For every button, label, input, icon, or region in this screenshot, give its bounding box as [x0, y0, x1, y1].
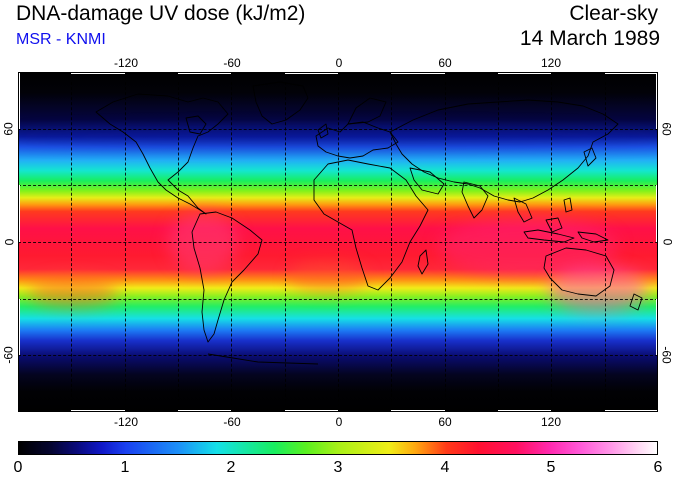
- coastline-uk: [317, 123, 329, 139]
- coastline-south-america: [191, 211, 263, 343]
- lon-label-bottom-0: 0: [335, 415, 343, 429]
- lon-label-bottom-120w: -120: [113, 415, 139, 429]
- source-label: MSR - KNMI: [16, 31, 106, 48]
- date-label: 14 March 1989: [519, 27, 660, 50]
- frame-tick-bottom-2: [178, 410, 231, 412]
- coastline-scandinavia: [347, 97, 387, 125]
- coastline-australia: [543, 247, 615, 297]
- lat-label-left-60s: -60: [1, 346, 16, 364]
- lon-label-top-60e: 60: [438, 56, 452, 70]
- frame-tick-top-3: [285, 72, 338, 74]
- colorbar-tick-2: 2: [226, 459, 236, 476]
- coastline-asia: [389, 99, 619, 203]
- lon-label-top-120e: 120: [540, 56, 562, 70]
- coastline-africa: [313, 159, 429, 291]
- frame-tick-left-1: [18, 72, 20, 129]
- frame-tick-right-3: [656, 299, 658, 355]
- frame-tick-right-1: [656, 72, 658, 129]
- coastline-greenland: [252, 81, 309, 125]
- parallel-line-60s: [18, 355, 658, 356]
- frame-tick-bottom-3: [285, 410, 338, 412]
- frame-tick-left-3: [18, 299, 20, 355]
- lat-label-right-equator: 0: [660, 238, 675, 246]
- dose-patch-east-pacific: [28, 277, 118, 307]
- coastline-philippines: [563, 197, 573, 213]
- parallel-line-equator: [18, 242, 658, 243]
- colorbar-tick-0: 0: [13, 459, 23, 476]
- parallel-line-30s: [18, 299, 658, 300]
- coastline-india: [461, 181, 489, 219]
- lon-label-top-60w: -60: [223, 56, 241, 70]
- lon-label-top-0: 0: [335, 56, 343, 70]
- coastline-hudson-bay: [185, 115, 207, 135]
- parallel-line-60n: [18, 129, 658, 130]
- frame-tick-right-2: [656, 185, 658, 242]
- coastline-southeast-asia: [513, 197, 533, 223]
- uv-dose-colorbar: [18, 441, 658, 455]
- frame-tick-bottom-5: [498, 410, 551, 412]
- uv-dose-map: [18, 72, 658, 412]
- frame-tick-top-1: [71, 72, 125, 74]
- frame-tick-top-2: [178, 72, 231, 74]
- lon-label-bottom-60w: -60: [223, 415, 241, 429]
- frame-tick-top-4: [391, 72, 445, 74]
- frame-tick-bottom-4: [391, 410, 445, 412]
- colorbar-tick-4: 4: [440, 459, 450, 476]
- colorbar-tick-3: 3: [333, 459, 343, 476]
- coastline-new-zealand: [629, 293, 643, 311]
- coastline-new-guinea: [577, 231, 609, 243]
- condition-label: Clear-sky: [569, 2, 658, 25]
- frame-tick-left-2: [18, 185, 20, 242]
- parallel-line-30n: [18, 185, 658, 186]
- dose-patch-south-atlantic: [288, 262, 368, 292]
- frame-tick-bottom-6: [605, 410, 658, 412]
- colorbar-tick-1: 1: [120, 459, 130, 476]
- lon-label-bottom-60e: 60: [438, 415, 452, 429]
- coastline-europe: [315, 121, 399, 159]
- coastline-north-america: [95, 93, 229, 215]
- lat-label-right-60n: 60: [659, 122, 674, 136]
- coastline-arabia: [409, 167, 445, 195]
- lon-label-top-120w: -120: [113, 56, 139, 70]
- frame-tick-bottom-1: [71, 410, 125, 412]
- frame-tick-top-6: [605, 72, 658, 74]
- colorbar-tick-6: 6: [653, 459, 663, 476]
- uv-dose-field: [18, 72, 658, 412]
- coastline-antarctica: [207, 353, 319, 365]
- lat-label-left-60n: 60: [1, 122, 16, 136]
- colorbar-tick-5: 5: [546, 459, 556, 476]
- coastline-borneo: [545, 217, 563, 233]
- dose-patch-australia: [548, 267, 648, 312]
- map-title: DNA-damage UV dose (kJ/m2): [16, 2, 306, 25]
- lon-label-bottom-120e: 120: [540, 415, 562, 429]
- coastline-indonesia: [523, 229, 575, 243]
- frame-tick-top-5: [498, 72, 551, 74]
- coastline-madagascar: [417, 249, 429, 275]
- lat-label-right-60s: -60: [659, 346, 674, 364]
- coastline-japan: [583, 147, 597, 167]
- lat-label-left-equator: 0: [2, 238, 17, 246]
- coastline-layer: [95, 81, 643, 365]
